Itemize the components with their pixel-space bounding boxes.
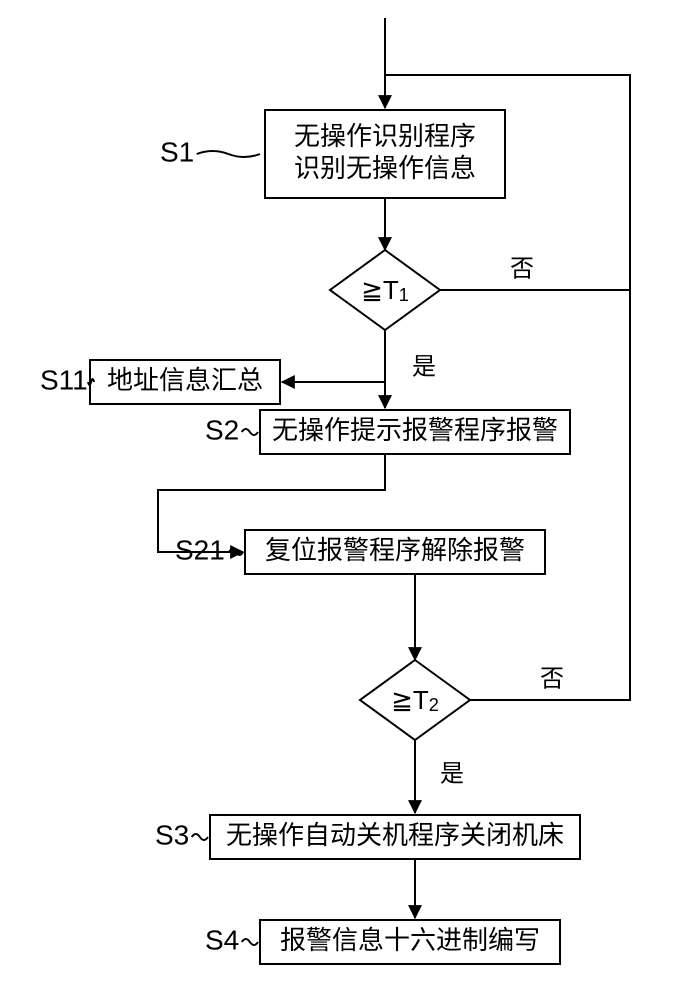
tilde-S4 xyxy=(242,939,258,945)
node-s2-text-0: 无操作提示报警程序报警 xyxy=(272,415,558,445)
branch-d1_no: 否 xyxy=(510,255,534,282)
tilde-S2 xyxy=(242,429,258,435)
node-s3-text-0: 无操作自动关机程序关闭机床 xyxy=(226,820,564,850)
node-s21-text-0: 复位报警程序解除报警 xyxy=(265,535,525,565)
node-s4-text-0: 报警信息十六进制编写 xyxy=(280,925,540,955)
node-s1-text-0: 无操作识别程序 xyxy=(294,121,476,151)
branch-d2_no: 否 xyxy=(540,665,564,692)
node-s1-text-1: 识别无操作信息 xyxy=(294,153,476,183)
step-label-S1: S1 xyxy=(160,136,194,167)
step-label-S11: S11 xyxy=(40,364,88,395)
step-label-S4: S4 xyxy=(205,924,239,955)
tilde-S3 xyxy=(192,834,208,840)
step-label-S2: S2 xyxy=(205,414,239,445)
tilde-S1 xyxy=(197,151,260,157)
step-label-S3: S3 xyxy=(155,819,189,850)
node-s11-text-0: 地址信息汇总 xyxy=(107,365,263,395)
branch-d1_yes: 是 xyxy=(412,353,436,380)
branch-d2_yes: 是 xyxy=(440,760,464,787)
step-label-S21: S21 xyxy=(175,534,225,565)
